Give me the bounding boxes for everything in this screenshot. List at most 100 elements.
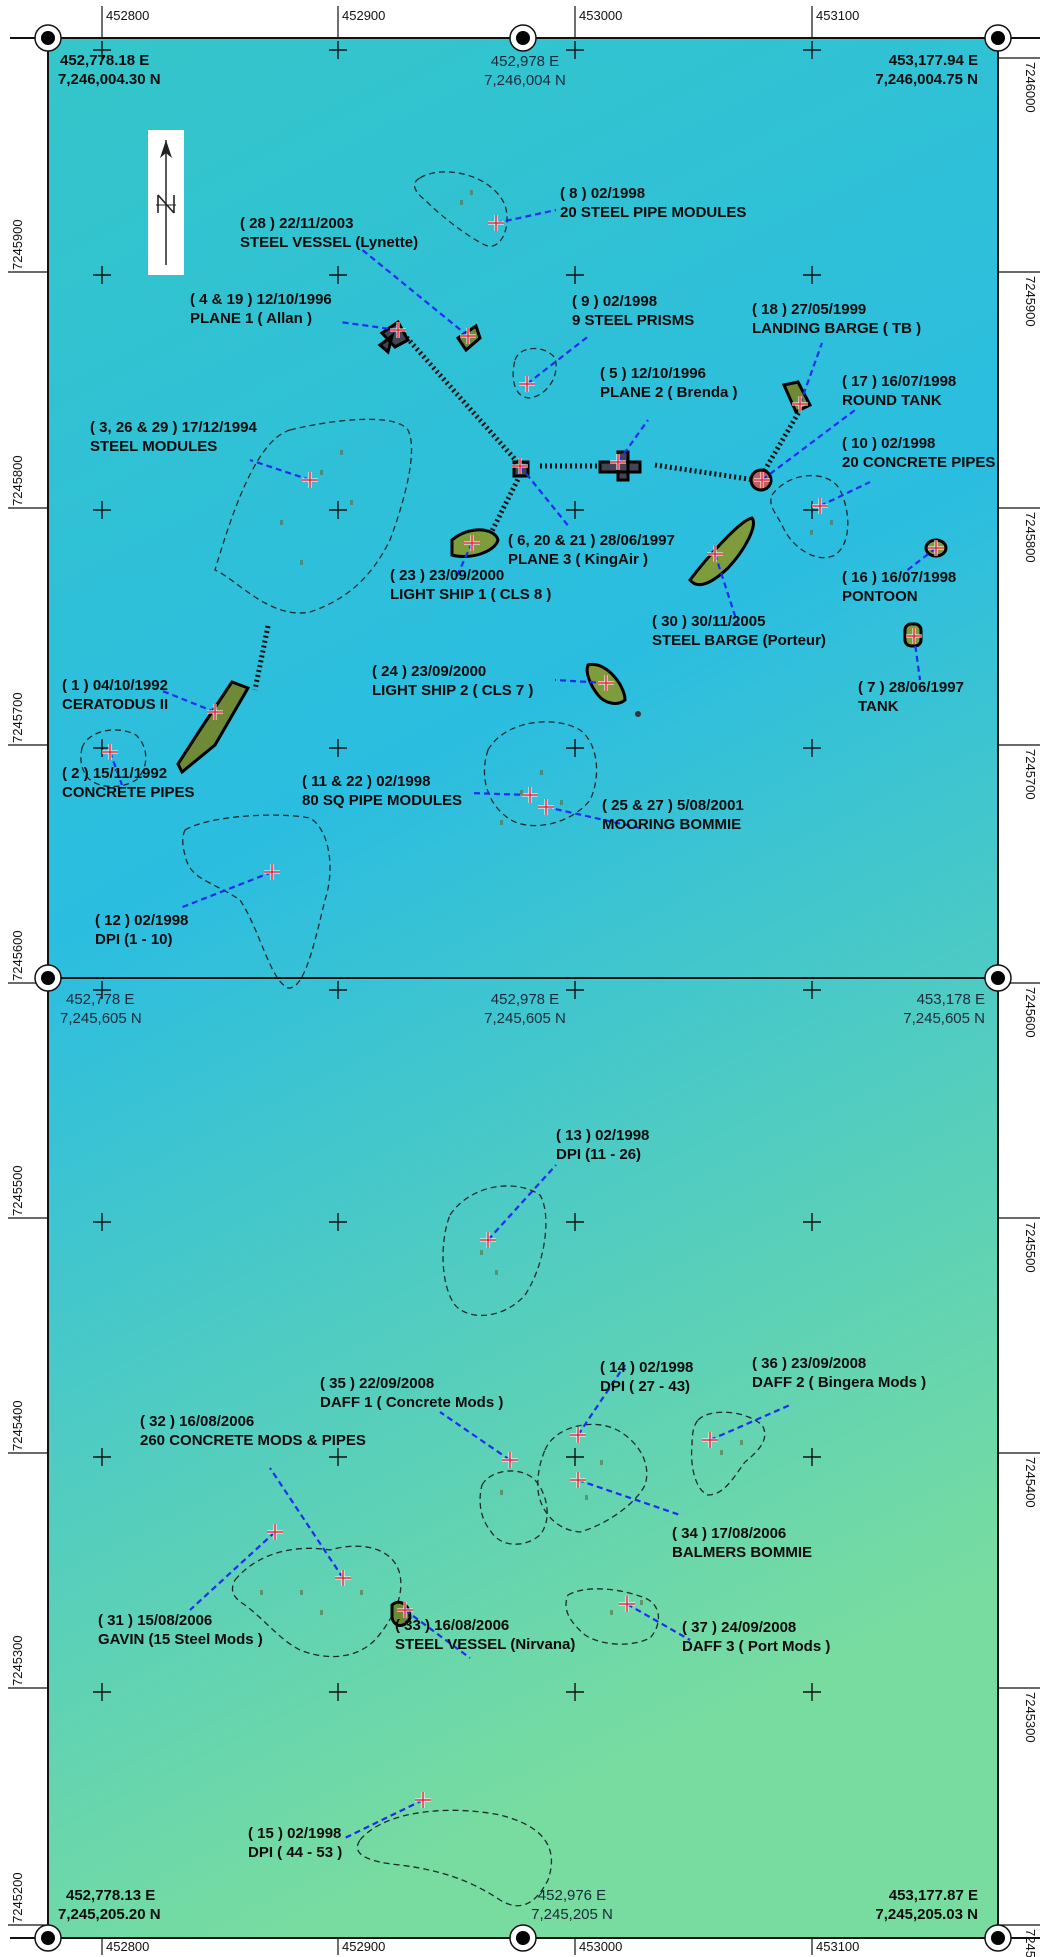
site-label-line1: ( 9 ) 02/1998 — [572, 293, 657, 310]
site-label-line1: ( 23 ) 23/09/2000 — [390, 567, 504, 584]
top-easting-ticks: 452800 452900 453000 453100 — [101, 6, 859, 38]
top-tick-label: 453000 — [579, 8, 622, 23]
bottom-center-northing: 7,245,205 N — [531, 1906, 613, 1923]
seabed-texture — [260, 190, 833, 1615]
bottom-tick-label: 452900 — [342, 1939, 385, 1954]
vessel-porteur-icon — [688, 516, 755, 587]
boundary-8 — [413, 171, 508, 247]
site-label-line2: DPI ( 44 - 53 ) — [248, 1844, 342, 1861]
site-label-line1: ( 6, 20 & 21 ) 28/06/1997 — [508, 532, 675, 549]
site-label-15: ( 15 ) 02/1998 DPI ( 44 - 53 ) — [248, 1825, 342, 1861]
site-label-line1: ( 11 & 22 ) 02/1998 — [302, 773, 430, 790]
site-label-line2: PLANE 3 ( KingAir ) — [508, 551, 648, 568]
site-label-line2: 20 CONCRETE PIPES — [842, 454, 995, 471]
site-label-line1: ( 36 ) 23/09/2008 — [752, 1355, 866, 1372]
boundary-15 — [356, 1809, 553, 1907]
site-label-line2: LANDING BARGE ( TB ) — [752, 320, 921, 337]
vessel-ceratodus-icon — [176, 680, 251, 775]
left-tick-label: 7245400 — [10, 1400, 25, 1451]
site-label-line2: CERATODUS II — [62, 696, 168, 713]
site-label-line2: DPI ( 27 - 43) — [600, 1378, 690, 1395]
site-label-2: ( 2 ) 15/11/1992 CONCRETE PIPES — [62, 765, 195, 801]
site-label-32: ( 32 ) 16/08/2006 260 CONCRETE MODS & PIP… — [140, 1413, 366, 1449]
right-tick-label: 7245300 — [1023, 1692, 1038, 1743]
site-label-23: ( 23 ) 23/09/2000 LIGHT SHIP 1 ( CLS 8 ) — [390, 567, 551, 603]
boundary-11 — [483, 721, 598, 827]
site-label-24: ( 24 ) 23/09/2000 LIGHT SHIP 2 ( CLS 7 ) — [372, 663, 533, 699]
boundary-12 — [182, 814, 331, 989]
bottom-tick-label: 453000 — [579, 1939, 622, 1954]
right-tick-label: 7245800 — [1023, 512, 1038, 563]
site-label-line2: BALMERS BOMMIE — [672, 1544, 812, 1561]
corner-bl-easting: 452,778.13 E — [66, 1887, 155, 1904]
site-boundaries — [80, 171, 849, 1907]
site-label-line2: 20 STEEL PIPE MODULES — [560, 204, 746, 221]
site-label-line1: ( 30 ) 30/11/2005 — [652, 613, 765, 630]
site-label-3: ( 3, 26 & 29 ) 17/12/1994 STEEL MODULES — [90, 419, 257, 455]
site-label-line2: 9 STEEL PRISMS — [572, 312, 694, 329]
control-point-icon — [509, 1924, 537, 1952]
site-label-line2: DAFF 1 ( Concrete Mods ) — [320, 1394, 503, 1411]
site-label-line1: ( 1 ) 04/10/1992 — [62, 677, 168, 694]
boundary-36 — [690, 1411, 766, 1496]
site-label-line1: ( 13 ) 02/1998 — [556, 1127, 649, 1144]
site-label-line2: MOORING BOMMIE — [602, 816, 741, 833]
site-label-5: ( 5 ) 12/10/1996 PLANE 2 ( Brenda ) — [600, 365, 738, 401]
tow-tracks — [252, 328, 803, 691]
site-label-line1: ( 34 ) 17/08/2006 — [672, 1525, 786, 1542]
site-label-line1: ( 32 ) 16/08/2006 — [140, 1413, 254, 1430]
site-label-line2: 260 CONCRETE MODS & PIPES — [140, 1432, 366, 1449]
site-label-13: ( 13 ) 02/1998 DPI (11 - 26) — [556, 1127, 649, 1163]
north-arrow-icon — [148, 130, 184, 275]
site-label-10: ( 10 ) 02/1998 20 CONCRETE PIPES — [842, 435, 995, 471]
site-label-line1: ( 35 ) 22/09/2008 — [320, 1375, 434, 1392]
control-point-icon — [509, 24, 537, 52]
right-tick-label: 7246000 — [1023, 62, 1038, 113]
site-label-line2: GAVIN (15 Steel Mods ) — [98, 1631, 263, 1648]
bottom-easting-ticks: 452800 452900 453000 453100 — [101, 1938, 859, 1955]
site-label-line2: DAFF 3 ( Port Mods ) — [682, 1638, 830, 1655]
site-label-35: ( 35 ) 22/09/2008 DAFF 1 ( Concrete Mods … — [320, 1375, 503, 1411]
control-point-icon — [984, 1924, 1012, 1952]
center-top-northing: 7,246,004 N — [484, 72, 566, 89]
corner-br-northing: 7,245,205.03 N — [875, 1906, 978, 1923]
left-tick-label: 7245900 — [10, 219, 25, 270]
left-tick-label: 7245700 — [10, 692, 25, 743]
top-tick-label: 452900 — [342, 8, 385, 23]
mid-left-easting: 452,778 E — [66, 991, 134, 1008]
mid-left-northing: 7,245,605 N — [60, 1010, 142, 1027]
site-label-28: ( 28 ) 22/11/2003 STEEL VESSEL (Lynette) — [240, 215, 418, 251]
left-tick-label: 7245600 — [10, 930, 25, 981]
site-label-line2: DPI (11 - 26) — [556, 1146, 641, 1163]
site-label-line1: ( 28 ) 22/11/2003 — [240, 215, 353, 232]
site-label-17: ( 17 ) 16/07/1998 ROUND TANK — [842, 373, 956, 409]
vessels — [176, 319, 948, 1627]
site-label-line2: PONTOON — [842, 588, 918, 605]
corner-tr-northing: 7,246,004.75 N — [875, 71, 978, 88]
site-label-18: ( 18 ) 27/05/1999 LANDING BARGE ( TB ) — [752, 301, 921, 337]
leader-lines — [108, 208, 937, 1839]
boundary-10 — [770, 474, 849, 559]
site-label-line1: ( 31 ) 15/08/2006 — [98, 1612, 212, 1629]
boundary-9 — [512, 347, 557, 399]
site-label-line2: DPI (1 - 10) — [95, 931, 173, 948]
control-point-icon — [34, 964, 62, 992]
site-label-line2: CONCRETE PIPES — [62, 784, 195, 801]
site-label-16: ( 16 ) 16/07/1998 PONTOON — [842, 569, 956, 605]
site-label-line1: ( 4 & 19 ) 12/10/1996 — [190, 291, 332, 308]
site-label-line1: ( 17 ) 16/07/1998 — [842, 373, 956, 390]
site-label-line1: ( 5 ) 12/10/1996 — [600, 365, 706, 382]
site-label-line2: TANK — [858, 698, 899, 715]
site-label-line2: ROUND TANK — [842, 392, 942, 409]
sea-background — [48, 38, 998, 1938]
boundary-2 — [80, 729, 147, 788]
site-label-line1: ( 12 ) 02/1998 — [95, 912, 188, 929]
control-point-icon — [34, 24, 62, 52]
site-label-11: ( 11 & 22 ) 02/1998 80 SQ PIPE MODULES — [302, 773, 462, 809]
site-label-line1: ( 37 ) 24/09/2008 — [682, 1619, 796, 1636]
mid-center-northing: 7,245,605 N — [484, 1010, 566, 1027]
site-label-line1: ( 8 ) 02/1998 — [560, 185, 645, 202]
mid-right-easting: 453,178 E — [917, 991, 985, 1008]
left-tick-label: 7245500 — [10, 1165, 25, 1216]
site-label-line1: ( 2 ) 15/11/1992 — [62, 765, 167, 782]
